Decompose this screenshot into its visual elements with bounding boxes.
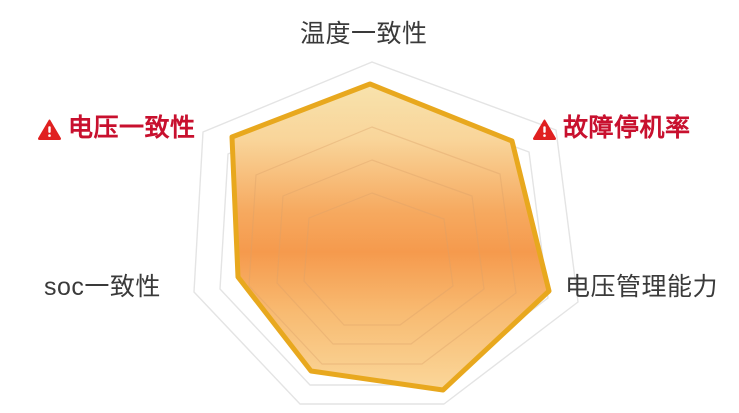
grid-ring-2 [276, 159, 485, 345]
axis-label-voltage-consistency: 电压一致性 [38, 116, 196, 141]
axis-label-temperature-consistency: 温度一致性 [300, 22, 428, 47]
axis-label-soc-consistency: soc一致性 [44, 275, 161, 300]
grid-ring-1 [303, 192, 454, 326]
axis-label-fault-downtime-rate: 故障停机率 [533, 116, 691, 141]
radar-inner-rings [248, 126, 517, 365]
axis-label-upper-right-text: 故障停机率 [563, 114, 691, 142]
grid-ring-3 [248, 126, 517, 365]
axis-label-top-text: 温度一致性 [300, 20, 428, 48]
grid-ring-4 [219, 93, 549, 386]
radar-grid-rings [193, 61, 579, 405]
warning-triangle-icon [38, 119, 61, 140]
axis-label-upper-left-text: 电压一致性 [68, 114, 196, 142]
radar-series-polygon [229, 81, 552, 393]
axis-label-lower-right-text: 电压管理能力 [565, 273, 719, 301]
axis-label-lower-left-text: soc一致性 [44, 273, 161, 301]
axis-label-voltage-management-capability: 电压管理能力 [565, 275, 718, 300]
warning-triangle-icon [533, 119, 556, 140]
grid-ring-5 [193, 61, 579, 405]
